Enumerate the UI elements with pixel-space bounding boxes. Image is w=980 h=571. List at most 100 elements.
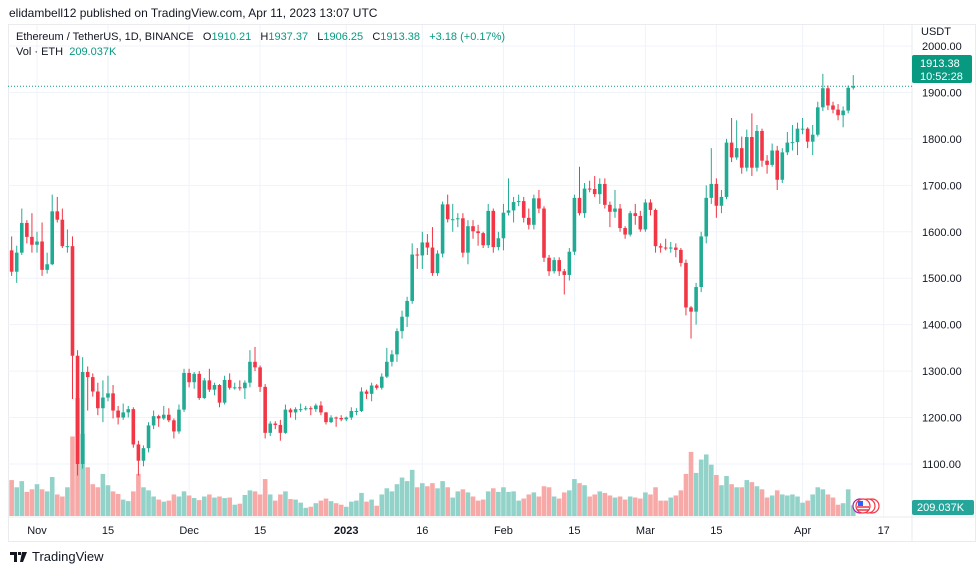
volume-bar [714,474,719,516]
volume-bar [815,487,821,516]
candle-body [435,253,440,274]
candle-body [258,367,262,387]
candle-body [182,372,186,410]
candle-body [547,257,551,272]
candle-body [699,236,703,288]
price-tick-label: 2000.00 [922,41,962,53]
candle-body [628,213,632,235]
volume-bar [668,497,674,516]
volume-bar [85,467,90,516]
close-label: C [372,31,381,43]
volume-bar [511,491,516,516]
footer-logo[interactable]: TradingView [10,549,104,564]
volume-bar [369,499,374,516]
candle-body [663,247,668,249]
volume-bar [597,491,603,516]
volume-bar [318,500,324,516]
candle-body [851,86,856,88]
time-tick-label: 15 [102,525,114,537]
candle-body [567,251,572,275]
last-price-label-bg [912,55,972,83]
volume-bar [328,501,334,516]
tradingview-logo-icon [10,551,27,562]
grid [8,25,975,541]
ohlc-legend: Ethereum / TetherUS, 1D, BINANCE O1910.2… [16,31,505,43]
candle-body [537,198,541,209]
price-tick-label: 1200.00 [922,413,962,425]
candle-body [684,262,688,308]
volume-bar [308,506,314,516]
volume-bar [80,433,85,516]
volume-bar [227,497,232,516]
volume-bar [110,491,116,516]
volume-bar [29,489,35,516]
candle-body [821,88,825,108]
volume-bar [44,491,50,516]
volume-bar [582,485,587,516]
volume-value: 209.037K [69,46,117,58]
candle-body [562,271,567,275]
volume-bar [795,496,800,516]
volume-bar [607,495,613,516]
candle-body [30,236,34,245]
candle-body [395,331,399,355]
candle-body [668,247,673,249]
candle-body [172,420,176,432]
volume-bar [673,495,679,516]
time-tick-label: 15 [710,525,722,537]
change-value: +3.18 (+0.17%) [429,31,506,43]
brand-name: TradingView [32,549,104,564]
volume-bar [632,497,638,516]
candle-body [526,217,531,225]
candle-body [633,213,638,216]
economic-events-icon[interactable] [852,498,880,514]
volume-bar [90,484,96,516]
candle-body [359,391,364,412]
volume-bar [724,475,729,516]
volume-legend: Vol · ETH 209.037K [16,46,116,58]
volume-bar [338,504,344,516]
open-label: O [202,31,212,43]
volume-bar [384,488,390,516]
candle-body [841,110,845,116]
candle-body [461,218,465,253]
volume-bar [262,479,268,516]
candle-body [481,233,485,246]
chart-frame[interactable] [8,24,976,542]
volume-bar [293,499,298,516]
volume-bar [587,496,592,516]
volume-bar [222,498,227,516]
candle-body [354,411,359,413]
candle-body [430,247,435,274]
candle-body [268,423,273,433]
candle-body [298,409,303,411]
volume-bar [785,495,790,516]
candle-body [308,408,313,410]
volume-bar [359,492,364,516]
volume-bar [298,502,303,516]
symbol-label[interactable]: Ethereum / TetherUS, 1D, BINANCE [16,31,194,43]
candle-body [846,87,850,111]
countdown-label: 10:52:28 [920,71,963,83]
candle-body [511,202,516,211]
candle-body [207,380,212,390]
volume-bar [688,451,694,516]
volume-bar [70,436,75,516]
volume-bar [420,483,425,516]
volume-bar [653,487,658,516]
volume-bar [283,491,288,516]
price-tick-label: 1400.00 [922,320,962,332]
volume-bar [267,494,273,516]
candle-body [400,316,404,332]
candle-body [618,208,622,229]
volume-label[interactable]: Vol · ETH [16,46,64,58]
price-tick-label: 1500.00 [922,273,962,285]
candle-body [278,424,283,433]
volume-bar [323,498,329,516]
volume-bar [764,497,770,516]
volume-bar [364,501,369,516]
candle-body [552,260,556,272]
candle-body [770,150,774,165]
candle-body [156,416,161,419]
